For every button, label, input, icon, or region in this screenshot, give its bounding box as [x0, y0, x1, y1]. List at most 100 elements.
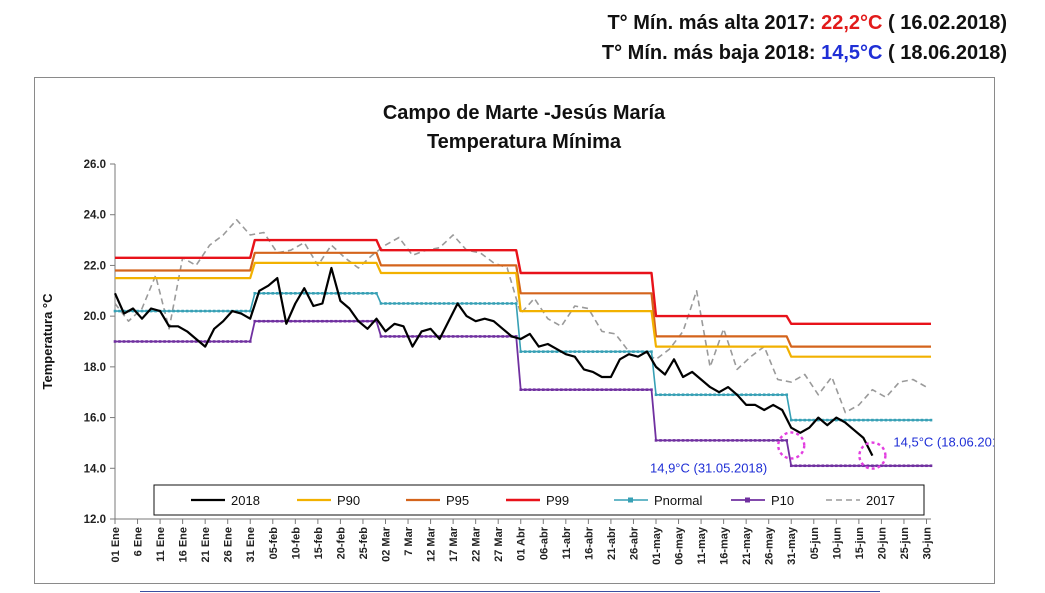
series-marker-pnormal [713, 393, 716, 397]
x-tick-label: 01 Abr [516, 526, 528, 561]
series-marker-pnormal [366, 292, 369, 295]
series-marker-pnormal [722, 393, 725, 397]
x-tick-label: 7 Mar [403, 526, 415, 555]
series-marker-p10 [330, 319, 333, 323]
series-marker-pnormal [298, 292, 302, 295]
series-marker-p10 [871, 464, 874, 468]
series-marker-pnormal [433, 302, 437, 305]
series-marker-p10 [686, 439, 689, 442]
series-marker-pnormal [816, 418, 820, 422]
annotation-circle-2 [858, 441, 887, 470]
series-marker-p10 [564, 388, 568, 391]
series-marker-pnormal [902, 418, 906, 422]
x-tick-label: 20-jun [876, 527, 888, 560]
series-marker-p10 [663, 439, 667, 442]
series-marker-pnormal [474, 302, 477, 305]
series-marker-p10 [902, 464, 906, 468]
series-marker-p10 [591, 388, 595, 391]
series-marker-p10 [641, 388, 644, 391]
series-marker-pnormal [352, 292, 356, 295]
series-marker-p10 [695, 439, 698, 442]
series-marker-pnormal [844, 418, 847, 422]
series-marker-p10 [875, 464, 879, 468]
series-marker-p10 [740, 439, 743, 442]
legend-label-2017: 2017 [866, 493, 895, 508]
series-marker-p10 [690, 439, 694, 442]
series-marker-pnormal [753, 393, 757, 397]
series-marker-pnormal [469, 302, 473, 305]
x-tick-label: 21-may [741, 526, 753, 565]
series-marker-pnormal [686, 393, 689, 397]
y-tick-label: 24.0 [84, 210, 106, 222]
series-marker-pnormal [113, 309, 117, 313]
series-marker-p10 [303, 319, 306, 323]
series-marker-pnormal [618, 350, 622, 353]
series-marker-p10 [411, 335, 414, 338]
series-marker-p10 [505, 335, 509, 338]
series-marker-pnormal [289, 292, 293, 295]
series-marker-p10 [167, 340, 171, 343]
series-marker-p10 [555, 388, 559, 391]
series-marker-pnormal [172, 309, 175, 313]
series-marker-p10 [415, 335, 419, 338]
lowest-min-temp-date: ( 18.06.2018) [882, 42, 1007, 64]
series-marker-pnormal [406, 302, 410, 305]
series-marker-pnormal [758, 393, 761, 397]
series-marker-p10 [298, 319, 302, 323]
series-marker-p10 [771, 439, 775, 442]
series-marker-pnormal [780, 393, 784, 397]
series-marker-pnormal [564, 350, 568, 353]
legend-label-p99: P99 [546, 493, 569, 508]
series-marker-p10 [203, 340, 207, 343]
series-marker-p10 [442, 335, 446, 338]
series-marker-p10 [654, 439, 658, 442]
series-marker-pnormal [514, 302, 518, 305]
series-marker-pnormal [573, 350, 577, 353]
series-marker-p10 [587, 388, 590, 391]
series-marker-p10 [514, 335, 518, 338]
series-marker-pnormal [848, 418, 852, 422]
series-marker-p10 [785, 439, 789, 442]
x-tick-label: 01-may [651, 526, 663, 565]
series-marker-p10 [889, 464, 892, 468]
series-marker-pnormal [271, 292, 275, 295]
series-marker-p10 [388, 335, 392, 338]
x-tick-label: 10-jun [831, 527, 843, 560]
x-tick-label: 16-may [719, 526, 731, 565]
series-marker-pnormal [266, 292, 270, 295]
series-marker-pnormal [357, 292, 360, 295]
series-marker-p10 [158, 340, 162, 343]
series-marker-p10 [257, 319, 261, 323]
x-tick-label: 15-feb [313, 527, 325, 560]
series-marker-pnormal [253, 292, 257, 295]
y-axis-label: Temperatura °C [40, 293, 55, 390]
series-marker-p10 [208, 340, 211, 343]
series-marker-pnormal [379, 302, 383, 305]
series-marker-p10 [794, 464, 798, 468]
y-tick-label: 22.0 [84, 260, 106, 272]
series-marker-p10 [546, 388, 550, 391]
series-marker-p10 [726, 439, 730, 442]
x-tick-label: 11-abr [561, 526, 573, 559]
series-marker-p10 [609, 388, 613, 391]
series-marker-p10 [307, 319, 311, 323]
y-tick-label: 20.0 [84, 311, 106, 323]
series-line-p99 [115, 238, 931, 326]
series-marker-pnormal [537, 350, 541, 353]
series-marker-pnormal [532, 350, 536, 353]
series-marker-p10 [235, 340, 239, 343]
series-marker-p10 [830, 464, 834, 468]
series-marker-pnormal [397, 302, 401, 305]
series-marker-pnormal [438, 302, 441, 305]
series-marker-p10 [438, 335, 441, 338]
legend-label-2018: 2018 [231, 493, 260, 508]
series-marker-p10 [636, 388, 640, 391]
series-marker-p10 [118, 340, 121, 343]
series-marker-p10 [361, 319, 365, 323]
legend-label-pnormal: Pnormal [654, 493, 703, 508]
series-marker-p10 [537, 388, 541, 391]
series-marker-pnormal [185, 309, 189, 313]
series-marker-p10 [677, 439, 680, 442]
series-marker-pnormal [776, 393, 780, 397]
series-marker-p10 [127, 340, 130, 343]
